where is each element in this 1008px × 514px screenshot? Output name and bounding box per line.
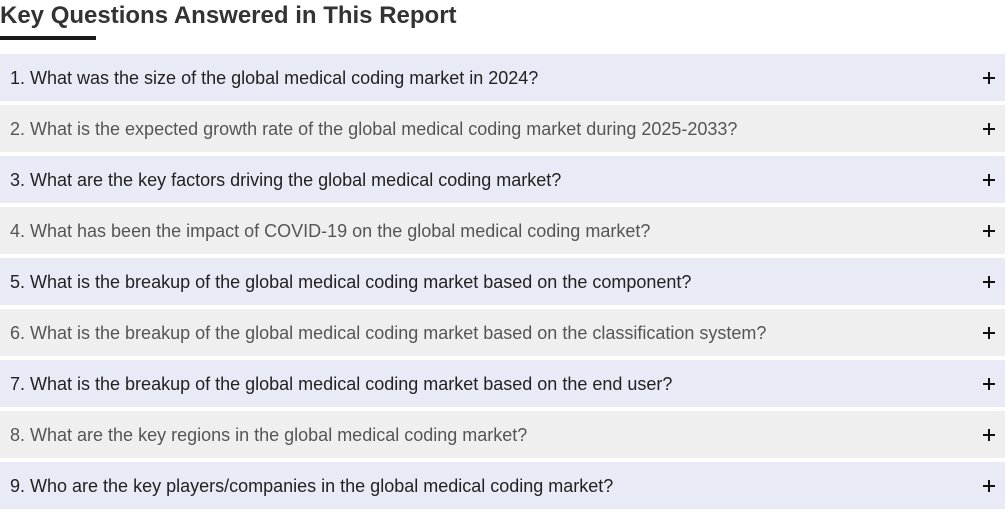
faq-question: 7. What is the breakup of the global med… xyxy=(10,373,673,394)
section-title: Key Questions Answered in This Report xyxy=(0,2,457,29)
faq-question: 6. What is the breakup of the global med… xyxy=(10,322,767,343)
faq-item-8[interactable]: 8. What are the key regions in the globa… xyxy=(0,411,1005,458)
faq-question: 2. What is the expected growth rate of t… xyxy=(10,118,738,139)
faq-item-7[interactable]: 7. What is the breakup of the global med… xyxy=(0,360,1005,407)
faq-item-3[interactable]: 3. What are the key factors driving the … xyxy=(0,156,1005,203)
faq-item-5[interactable]: 5. What is the breakup of the global med… xyxy=(0,258,1005,305)
faq-question: 1. What was the size of the global medic… xyxy=(10,67,539,88)
faq-item-2[interactable]: 2. What is the expected growth rate of t… xyxy=(0,105,1005,152)
plus-icon[interactable] xyxy=(983,326,995,339)
title-underline xyxy=(0,36,96,40)
plus-icon[interactable] xyxy=(983,377,995,390)
faq-item-6[interactable]: 6. What is the breakup of the global med… xyxy=(0,309,1005,356)
plus-icon[interactable] xyxy=(983,122,995,135)
faq-question: 5. What is the breakup of the global med… xyxy=(10,271,692,292)
faq-question: 3. What are the key factors driving the … xyxy=(10,169,562,190)
plus-icon[interactable] xyxy=(983,275,995,288)
plus-icon[interactable] xyxy=(983,71,995,84)
plus-icon[interactable] xyxy=(983,479,995,492)
faq-item-1[interactable]: 1. What was the size of the global medic… xyxy=(0,54,1005,101)
faq-item-9[interactable]: 9. Who are the key players/companies in … xyxy=(0,462,1005,509)
plus-icon[interactable] xyxy=(983,428,995,441)
plus-icon[interactable] xyxy=(983,173,995,186)
faq-accordion: 1. What was the size of the global medic… xyxy=(0,54,1005,513)
faq-question: 4. What has been the impact of COVID-19 … xyxy=(10,220,651,241)
faq-question: 9. Who are the key players/companies in … xyxy=(10,475,614,496)
faq-item-4[interactable]: 4. What has been the impact of COVID-19 … xyxy=(0,207,1005,254)
faq-question: 8. What are the key regions in the globa… xyxy=(10,424,528,445)
plus-icon[interactable] xyxy=(983,224,995,237)
